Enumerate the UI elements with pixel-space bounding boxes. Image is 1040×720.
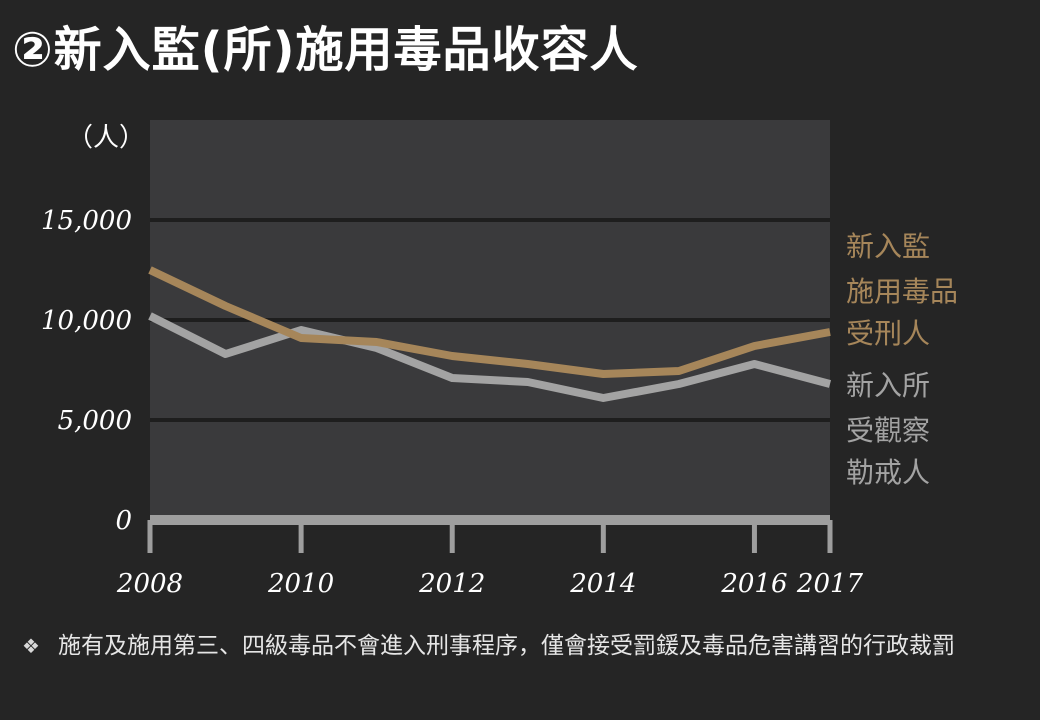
legend-label: 新入監	[846, 230, 930, 263]
legend-label: 受觀察	[846, 414, 930, 447]
series-lines	[148, 266, 832, 402]
footnote: ❖ 施有及施用第三、四級毒品不會進入刑事程序，僅會接受罰鍰及毒品危害講習的行政裁…	[22, 630, 1012, 662]
line-chart: 0 5,000 10,000 15,000 （人） 2008 2010 2012 2014 201…	[41, 120, 958, 599]
x-tick-label: 2010	[267, 569, 334, 599]
y-tick-label: 15,000	[41, 206, 132, 236]
y-tick-label: 0	[115, 506, 132, 536]
legend-label: 新入所	[846, 369, 930, 402]
legend-label: 受刑人	[846, 317, 930, 350]
series-line	[148, 266, 831, 378]
y-tick-label: 10,000	[41, 306, 132, 336]
diamond-bullet-icon: ❖	[22, 634, 40, 658]
x-tick-label: 2016	[720, 569, 787, 599]
page-title: ②新入監(所)施用毒品收容人	[12, 22, 639, 78]
legend-label: 勒戒人	[846, 456, 930, 489]
y-axis-label: （人）	[67, 123, 145, 153]
x-axis	[147, 515, 833, 553]
legend-label: 施用毒品	[846, 275, 958, 308]
x-tick-label: 2014	[569, 569, 636, 599]
y-tick-label: 5,000	[58, 406, 132, 436]
footnote-text: 施有及施用第三、四級毒品不會進入刑事程序，僅會接受罰鍰及毒品危害講習的行政裁罰	[58, 633, 955, 659]
x-tick-label: 2012	[418, 569, 485, 599]
axis-labels: 0 5,000 10,000 15,000 （人） 2008 2010 2012 2014 201…	[41, 123, 864, 599]
series-line	[148, 312, 832, 402]
x-tick-label: 2008	[116, 569, 183, 599]
x-tick-label: 2017	[796, 569, 864, 599]
